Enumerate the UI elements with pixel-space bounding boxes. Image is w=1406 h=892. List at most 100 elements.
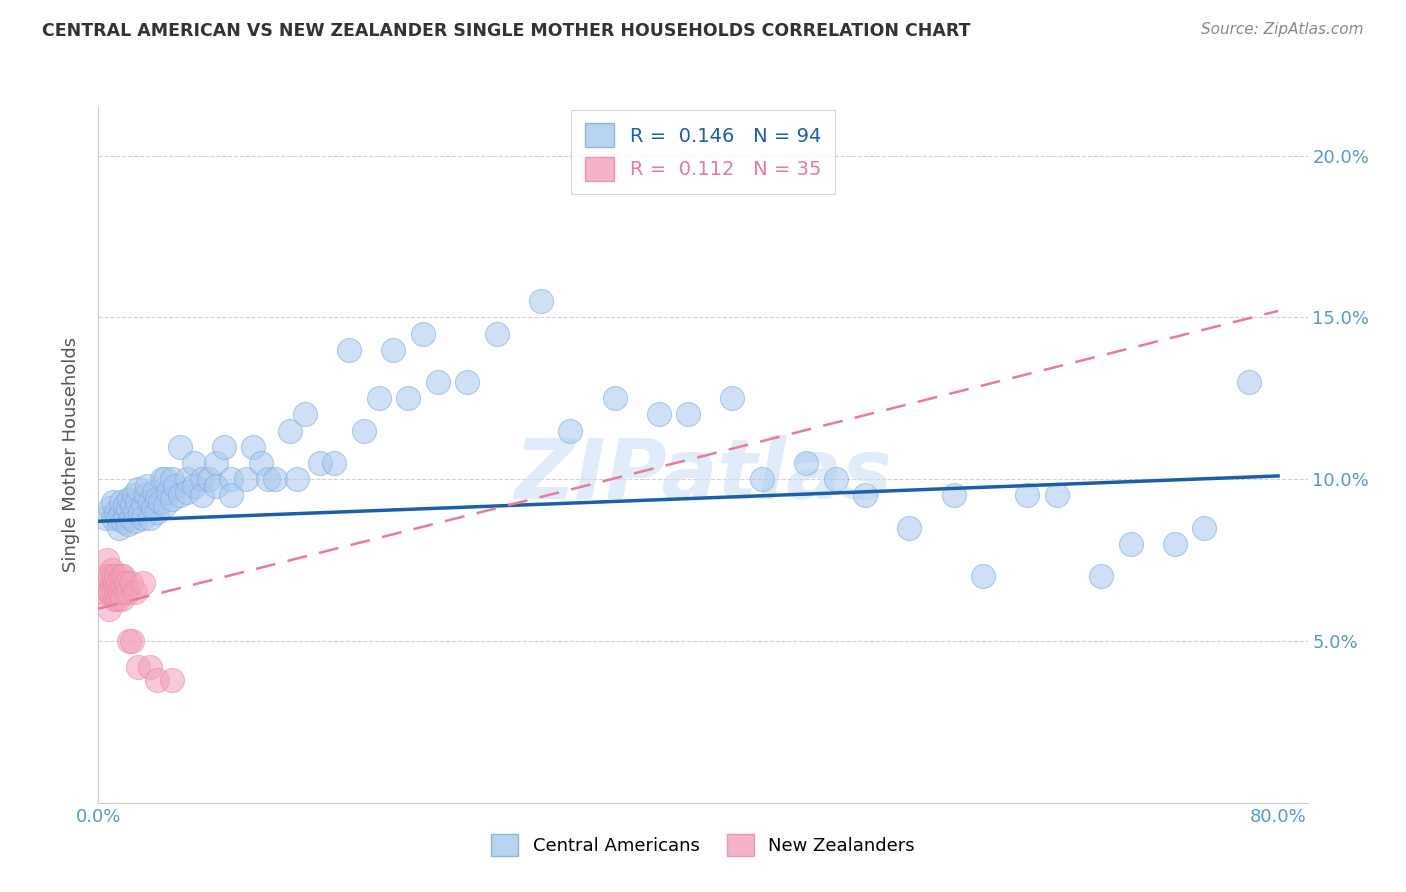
Point xyxy=(426,375,449,389)
Point xyxy=(603,392,626,406)
Point xyxy=(972,569,994,583)
Point xyxy=(235,472,257,486)
Point xyxy=(127,482,149,496)
Point xyxy=(1164,537,1187,551)
Point xyxy=(101,511,124,525)
Point xyxy=(942,488,965,502)
Point xyxy=(115,575,138,590)
Point xyxy=(721,392,744,406)
Point xyxy=(117,501,139,516)
Point xyxy=(107,591,129,606)
Point xyxy=(242,440,264,454)
Point xyxy=(107,511,129,525)
Point xyxy=(121,498,143,512)
Point xyxy=(219,488,242,502)
Point xyxy=(121,634,143,648)
Point xyxy=(124,514,146,528)
Point xyxy=(131,575,153,590)
Point xyxy=(112,569,135,583)
Point xyxy=(97,585,120,599)
Point xyxy=(751,472,773,486)
Point xyxy=(205,478,228,492)
Point xyxy=(120,511,142,525)
Point xyxy=(456,375,478,389)
Point xyxy=(278,424,301,438)
Point xyxy=(118,634,141,648)
Point xyxy=(264,472,287,486)
Point xyxy=(110,495,132,509)
Point xyxy=(104,591,127,606)
Point xyxy=(149,495,172,509)
Point xyxy=(112,514,135,528)
Point xyxy=(648,408,671,422)
Point xyxy=(97,601,120,615)
Point xyxy=(160,472,183,486)
Point xyxy=(794,456,817,470)
Point xyxy=(115,508,138,522)
Point xyxy=(96,553,118,567)
Point xyxy=(125,495,148,509)
Point xyxy=(176,485,198,500)
Point xyxy=(560,424,582,438)
Point xyxy=(128,504,150,518)
Point xyxy=(110,585,132,599)
Point xyxy=(853,488,876,502)
Point xyxy=(94,511,117,525)
Point xyxy=(91,585,114,599)
Point xyxy=(169,488,191,502)
Point xyxy=(131,498,153,512)
Point xyxy=(136,478,159,492)
Point xyxy=(120,575,142,590)
Point xyxy=(257,472,280,486)
Point xyxy=(127,660,149,674)
Point xyxy=(124,585,146,599)
Point xyxy=(308,456,330,470)
Point xyxy=(117,585,139,599)
Point xyxy=(176,472,198,486)
Point xyxy=(160,491,183,506)
Point xyxy=(108,585,131,599)
Text: Source: ZipAtlas.com: Source: ZipAtlas.com xyxy=(1201,22,1364,37)
Point xyxy=(143,485,166,500)
Point xyxy=(100,563,122,577)
Point xyxy=(131,511,153,525)
Point xyxy=(219,472,242,486)
Point xyxy=(139,511,162,525)
Point xyxy=(1090,569,1112,583)
Point xyxy=(183,478,205,492)
Point xyxy=(101,569,124,583)
Point xyxy=(153,472,176,486)
Point xyxy=(110,569,132,583)
Point xyxy=(139,495,162,509)
Point xyxy=(678,408,700,422)
Point xyxy=(530,294,553,309)
Text: CENTRAL AMERICAN VS NEW ZEALANDER SINGLE MOTHER HOUSEHOLDS CORRELATION CHART: CENTRAL AMERICAN VS NEW ZEALANDER SINGLE… xyxy=(42,22,970,40)
Y-axis label: Single Mother Households: Single Mother Households xyxy=(62,337,80,573)
Point xyxy=(249,456,271,470)
Point xyxy=(160,673,183,687)
Point xyxy=(412,326,434,341)
Point xyxy=(108,521,131,535)
Point xyxy=(824,472,846,486)
Point xyxy=(1046,488,1069,502)
Point xyxy=(146,504,169,518)
Point xyxy=(124,504,146,518)
Point xyxy=(294,408,316,422)
Point xyxy=(323,456,346,470)
Point xyxy=(104,575,127,590)
Point xyxy=(98,501,121,516)
Point xyxy=(183,456,205,470)
Point xyxy=(146,491,169,506)
Point xyxy=(396,392,419,406)
Point xyxy=(382,343,405,357)
Point xyxy=(205,456,228,470)
Point xyxy=(169,440,191,454)
Point xyxy=(146,673,169,687)
Text: ZIPatlas: ZIPatlas xyxy=(515,435,891,516)
Point xyxy=(1119,537,1142,551)
Point xyxy=(105,585,128,599)
Point xyxy=(142,501,165,516)
Point xyxy=(94,569,117,583)
Point xyxy=(107,575,129,590)
Point xyxy=(111,591,134,606)
